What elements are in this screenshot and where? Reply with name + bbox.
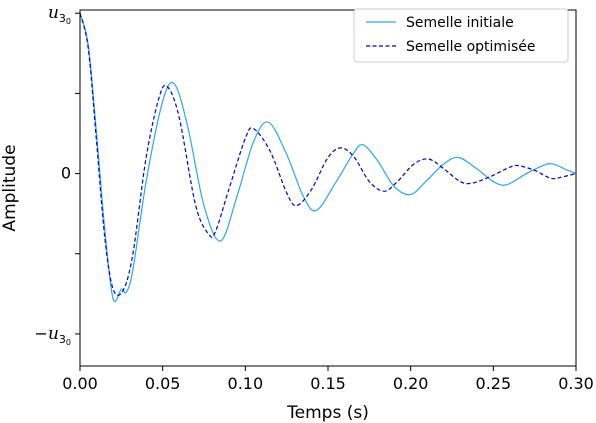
series-line-optimized (79, 13, 577, 296)
legend-label-initial: Semelle initiale (406, 15, 514, 31)
y-axis-title: Amplitude (0, 144, 20, 231)
x-tick-label: 0.05 (145, 374, 181, 393)
legend-label-optimized: Semelle optimisée (406, 39, 535, 55)
y-tick-label: u30 (48, 3, 71, 26)
x-tick-label: 0.15 (310, 374, 346, 393)
legend-box (353, 8, 569, 63)
x-tick-label: 0.00 (62, 374, 98, 393)
x-axis-title: Temps (s) (286, 403, 369, 423)
y-tick-label: −u30 (35, 324, 71, 347)
x-tick-label: 0.10 (228, 374, 264, 393)
plot-series-layer (79, 13, 577, 303)
plot-area-frame (79, 9, 577, 367)
x-tick-label: 0.25 (476, 374, 512, 393)
legend: Semelle initiale Semelle optimisée (353, 8, 569, 63)
x-axis: 0.00 0.05 0.10 0.15 0.20 0.25 0.30 (62, 366, 594, 393)
x-tick-label: 0.20 (393, 374, 429, 393)
series-line-initial (79, 13, 577, 303)
x-tick-label: 0.30 (558, 374, 594, 393)
y-axis: u30 0 −u30 (35, 3, 80, 347)
y-tick-label: 0 (61, 164, 71, 183)
